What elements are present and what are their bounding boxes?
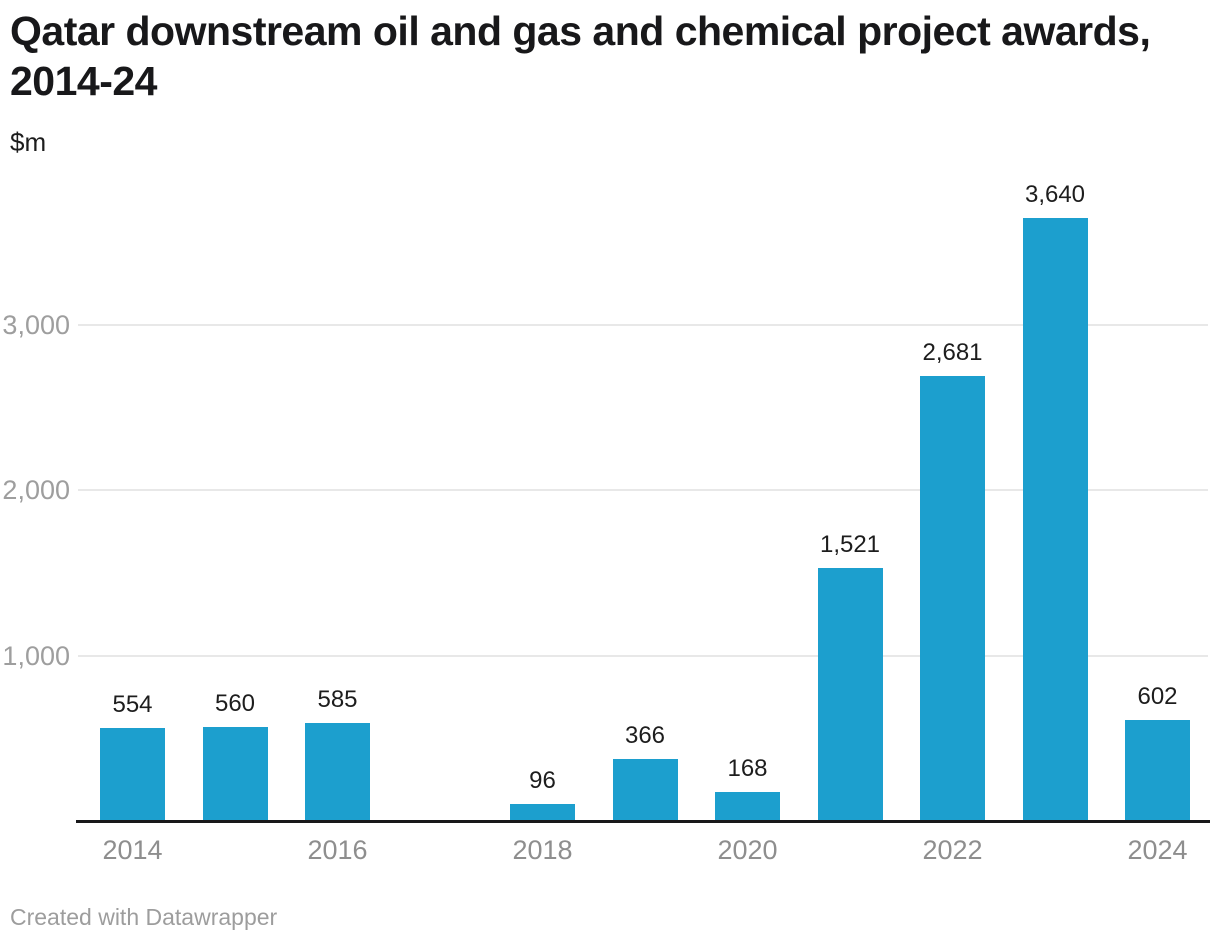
bar-value-label: 560 — [214, 690, 256, 717]
bar-value-label: 2,681 — [922, 339, 983, 366]
bar — [305, 723, 370, 820]
bar — [510, 804, 575, 820]
y-axis-tick-label: 2,000 — [2, 475, 70, 505]
datawrapper-credit: Created with Datawrapper — [10, 904, 278, 930]
chart-unit-label: $m — [10, 127, 47, 157]
bar — [817, 568, 883, 820]
gridline — [78, 654, 1208, 657]
gridline — [78, 323, 1208, 326]
bar-value-label: 366 — [624, 722, 666, 749]
gridline — [78, 489, 1208, 491]
bar — [202, 727, 268, 820]
x-axis-line — [76, 820, 1210, 823]
bar-value-label: 96 — [529, 767, 556, 794]
bar — [1022, 218, 1088, 820]
bar — [612, 759, 678, 820]
y-axis-tick-label: 3,000 — [2, 309, 70, 340]
bar-value-label: 1,521 — [819, 531, 881, 558]
x-axis-tick-label: 2020 — [717, 835, 778, 865]
bar — [920, 376, 985, 820]
bar — [100, 728, 165, 820]
bar-value-label: 585 — [317, 686, 358, 713]
y-axis-tick-label: 1,000 — [2, 640, 70, 671]
bar-value-label: 168 — [727, 755, 768, 782]
chart-title-line-1: Qatar downstream oil and gas and chemica… — [10, 8, 1151, 54]
bar — [1125, 720, 1190, 820]
x-axis-tick-label: 2018 — [512, 835, 573, 865]
bar-value-label: 602 — [1137, 683, 1178, 710]
chart-title-line-2: 2014-24 — [10, 58, 157, 104]
x-axis-tick-label: 2016 — [307, 835, 368, 865]
x-axis-tick-label: 2024 — [1127, 835, 1188, 865]
x-axis-tick-label: 2022 — [922, 835, 983, 865]
bar — [715, 792, 780, 820]
bar-value-label: 554 — [112, 691, 153, 718]
bar-value-label: 3,640 — [1024, 181, 1086, 208]
x-axis-tick-label: 2014 — [102, 835, 163, 865]
